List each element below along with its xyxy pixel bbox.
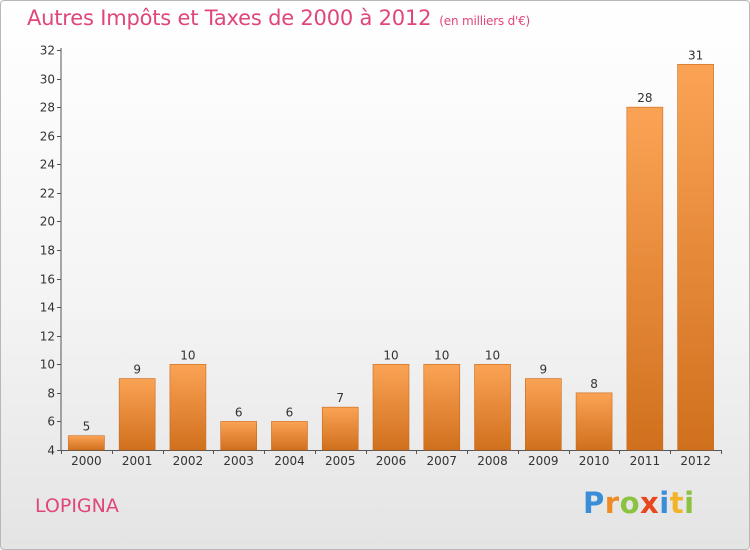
data-label: 10 bbox=[434, 348, 449, 362]
data-label: 10 bbox=[383, 348, 398, 362]
x-tick-label: 2009 bbox=[528, 454, 559, 468]
bar bbox=[271, 421, 308, 451]
logo-letter: i bbox=[659, 486, 670, 520]
x-tick-label: 2008 bbox=[477, 454, 508, 468]
x-tick-label: 2012 bbox=[680, 454, 711, 468]
y-tick-label: 28 bbox=[40, 101, 55, 115]
chart-title: Autres Impôts et Taxes de 2000 à 2012 (en… bbox=[27, 6, 530, 30]
x-tick-label: 2004 bbox=[274, 454, 305, 468]
y-tick-label: 20 bbox=[40, 215, 55, 229]
bar bbox=[525, 378, 562, 451]
bar bbox=[626, 106, 664, 451]
data-label: 6 bbox=[235, 405, 243, 419]
y-tick-label: 8 bbox=[47, 387, 55, 401]
x-tick-label: 2000 bbox=[71, 454, 102, 468]
data-label: 9 bbox=[133, 363, 141, 377]
logo-letter: x bbox=[640, 486, 660, 520]
commune-name: LOPIGNA bbox=[35, 495, 119, 517]
bar bbox=[220, 421, 257, 451]
y-tick-label: 32 bbox=[40, 44, 55, 58]
data-label: 6 bbox=[286, 405, 294, 419]
bar bbox=[372, 363, 410, 451]
y-tick-label: 24 bbox=[40, 158, 55, 172]
y-tick-label: 26 bbox=[40, 130, 55, 144]
data-label: 8 bbox=[590, 377, 598, 391]
y-tick-label: 10 bbox=[40, 358, 55, 372]
y-tick-label: 30 bbox=[40, 73, 55, 87]
data-label: 10 bbox=[485, 348, 500, 362]
logo-letter: r bbox=[604, 486, 620, 520]
bar bbox=[321, 406, 359, 451]
logo-letter: P bbox=[583, 486, 605, 520]
data-label: 28 bbox=[637, 91, 652, 105]
bar bbox=[677, 63, 714, 451]
y-tick-label: 12 bbox=[40, 330, 55, 344]
bar bbox=[169, 363, 207, 451]
y-tick-label: 18 bbox=[40, 244, 55, 258]
bar bbox=[118, 378, 156, 451]
data-label: 31 bbox=[688, 48, 703, 62]
data-label: 5 bbox=[83, 420, 91, 434]
proxiti-logo: Proxiti bbox=[583, 486, 695, 520]
logo-letter: i bbox=[684, 486, 695, 520]
x-tick-label: 2005 bbox=[325, 454, 356, 468]
data-label: 7 bbox=[336, 391, 344, 405]
y-tick-label: 22 bbox=[40, 187, 55, 201]
y-tick-label: 4 bbox=[47, 444, 55, 458]
chart-unit: (en milliers d'€) bbox=[439, 14, 531, 28]
x-tick-label: 2011 bbox=[630, 454, 661, 468]
x-tick-label: 2010 bbox=[579, 454, 610, 468]
logo-letter: o bbox=[619, 486, 641, 520]
bar bbox=[575, 392, 613, 451]
x-tick-label: 2007 bbox=[426, 454, 457, 468]
bar bbox=[474, 363, 511, 451]
y-tick-label: 16 bbox=[40, 273, 55, 287]
bar bbox=[68, 435, 105, 451]
x-tick-label: 2001 bbox=[122, 454, 153, 468]
chart-title-text: Autres Impôts et Taxes de 2000 à 2012 bbox=[27, 6, 432, 30]
y-tick-label: 6 bbox=[47, 415, 55, 429]
data-label: 9 bbox=[539, 363, 547, 377]
y-tick-label: 14 bbox=[40, 301, 55, 315]
x-tick-label: 2002 bbox=[173, 454, 204, 468]
x-tick-label: 2006 bbox=[376, 454, 407, 468]
bar bbox=[423, 363, 461, 451]
x-tick-label: 2003 bbox=[223, 454, 254, 468]
data-label: 10 bbox=[180, 348, 195, 362]
logo-letter: t bbox=[669, 486, 685, 520]
